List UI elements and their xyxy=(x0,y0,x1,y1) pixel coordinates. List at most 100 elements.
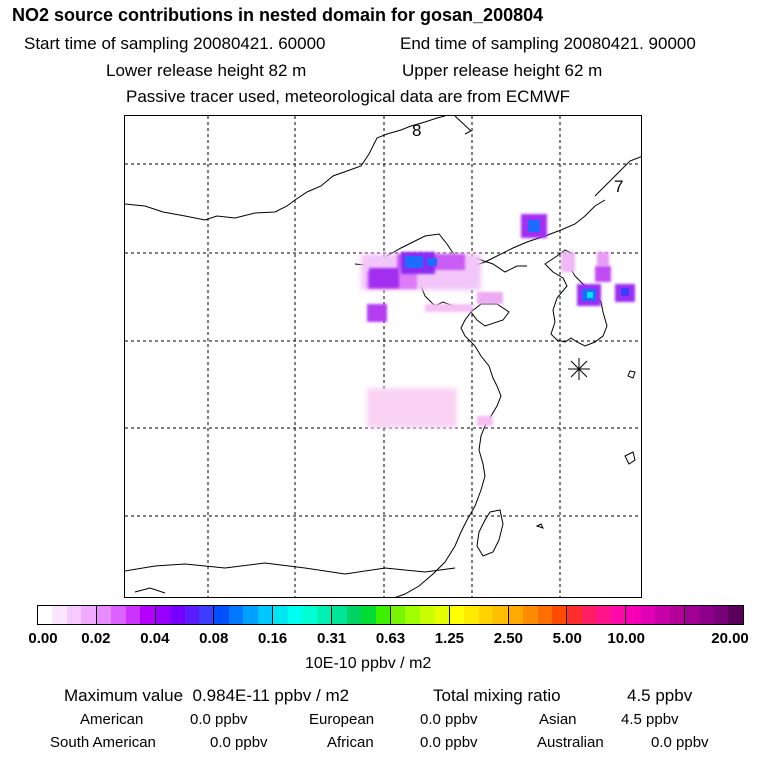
island-jeju xyxy=(627,370,636,379)
source-name: South American xyxy=(50,734,156,751)
colorbar-tick-label: 0.16 xyxy=(258,630,288,647)
colorbar-tick-label: 2.50 xyxy=(493,630,523,647)
plume-core xyxy=(427,258,437,266)
plume-light xyxy=(597,252,609,266)
start-time-text: Start time of sampling 20080421. 60000 xyxy=(24,34,326,53)
source-value: 0.0 ppbv xyxy=(420,711,478,728)
source-value: 0.0 ppbv xyxy=(210,734,268,751)
source-value: 0.0 ppbv xyxy=(651,734,709,751)
border-line xyxy=(134,587,166,594)
total-label: Total mixing ratio xyxy=(433,686,561,705)
colorbar-tick-label: 1.25 xyxy=(434,630,465,647)
colorbar-swatch xyxy=(567,606,582,624)
colorbar-segment xyxy=(38,606,97,624)
colorbar-segment xyxy=(390,606,450,624)
source-value: 0.0 ppbv xyxy=(190,711,248,728)
colorbar-swatch xyxy=(111,606,126,624)
colorbar-segment xyxy=(273,606,333,624)
colorbar-segment xyxy=(155,606,215,624)
colorbar-swatch xyxy=(155,606,171,624)
colorbar-swatch xyxy=(449,606,465,624)
end-time-text: End time of sampling 20080421. 90000 xyxy=(400,34,696,53)
plume-medium xyxy=(367,304,387,322)
colorbar-swatch xyxy=(52,606,67,624)
colorbar-swatch xyxy=(537,606,552,624)
source-name: African xyxy=(327,734,374,751)
map-panel: 8 7 xyxy=(124,115,642,598)
source-name: American xyxy=(80,711,144,728)
coast-east-china xyxy=(395,311,502,597)
colorbar-swatch xyxy=(699,606,715,624)
colorbar-swatch xyxy=(316,606,332,624)
colorbar-swatch xyxy=(346,606,362,624)
colorbar-tick-label: 0.04 xyxy=(140,630,170,647)
plume-light xyxy=(477,416,493,426)
colorbar-swatch xyxy=(523,606,538,624)
colorbar-swatch xyxy=(685,606,700,624)
colorbar-segment xyxy=(449,606,509,624)
border-south xyxy=(125,562,456,575)
colorbar-swatch xyxy=(199,606,214,624)
colorbar-swatch xyxy=(640,606,656,624)
plume-light xyxy=(477,292,503,304)
colorbar-segment xyxy=(96,606,156,624)
colorbar-swatch xyxy=(655,606,670,624)
colorbar-swatch xyxy=(66,606,82,624)
source-name: European xyxy=(309,711,375,728)
plume-strong xyxy=(369,268,399,288)
colorbar-swatch xyxy=(375,606,390,624)
coast-shandong xyxy=(470,303,510,327)
colorbar-swatch xyxy=(184,606,200,624)
upper-release-text: Upper release height 62 m xyxy=(402,61,603,80)
colorbar-segment xyxy=(508,606,568,624)
colorbar-tick-label: 0.08 xyxy=(199,630,229,647)
colorbar-swatch xyxy=(508,606,524,624)
grid-lines xyxy=(125,116,641,597)
colorbar-swatch xyxy=(332,606,347,624)
source-name: Australian xyxy=(537,734,604,751)
colorbar-swatch xyxy=(81,606,96,624)
plume-layer xyxy=(361,214,635,428)
colorbar-swatch xyxy=(610,606,626,624)
colorbar-tick-label: 5.00 xyxy=(552,630,582,647)
colorbar-swatch xyxy=(273,606,288,624)
tracer-note-text: Passive tracer used, meteorological data… xyxy=(126,87,571,106)
max-label: Maximum value xyxy=(64,686,184,705)
source-value: 4.5 ppbv xyxy=(621,711,679,728)
island xyxy=(624,451,636,465)
plume-light xyxy=(367,388,457,428)
colorbar-swatch xyxy=(714,606,729,624)
summary-row: Maximum value 0.984E-11 ppbv / m2 xyxy=(64,686,349,706)
total-value: 4.5 ppbv xyxy=(627,686,693,705)
colorbar-swatch xyxy=(140,606,155,624)
colorbar-swatch xyxy=(728,606,743,624)
colorbar-swatch xyxy=(551,606,567,624)
colorbar-segment xyxy=(332,606,391,624)
colorbar-swatch xyxy=(170,606,185,624)
colorbar-swatch xyxy=(669,606,685,624)
plume-medium xyxy=(595,266,611,282)
colorbar-tick-label: 0.00 xyxy=(28,630,58,647)
colorbar-tick-label: 0.31 xyxy=(316,630,347,647)
page-title: NO2 source contributions in nested domai… xyxy=(12,5,544,25)
colorbar-swatch xyxy=(96,606,112,624)
colorbar-swatch xyxy=(464,606,479,624)
colorbar-swatch xyxy=(581,606,597,624)
map-canvas: 8 7 xyxy=(125,116,641,597)
colorbar-swatch xyxy=(287,606,303,624)
colorbar-swatch xyxy=(38,606,53,624)
source-name: Asian xyxy=(539,711,577,728)
asterisk-receptor-icon xyxy=(568,358,590,380)
colorbar-segment xyxy=(567,606,627,624)
source-value: 0.0 ppbv xyxy=(420,734,478,751)
colorbar-segment xyxy=(214,606,274,624)
colorbar-tick-label: 10.00 xyxy=(607,630,645,647)
colorbar-units: 10E-10 ppbv / m2 xyxy=(305,655,432,672)
island xyxy=(535,523,544,529)
island-taiwan xyxy=(476,509,504,557)
colorbar-swatch xyxy=(228,606,244,624)
colorbar-swatch xyxy=(361,606,376,624)
colorbar-swatch xyxy=(419,606,435,624)
colorbar-swatch xyxy=(626,606,641,624)
colorbar-swatch xyxy=(478,606,494,624)
